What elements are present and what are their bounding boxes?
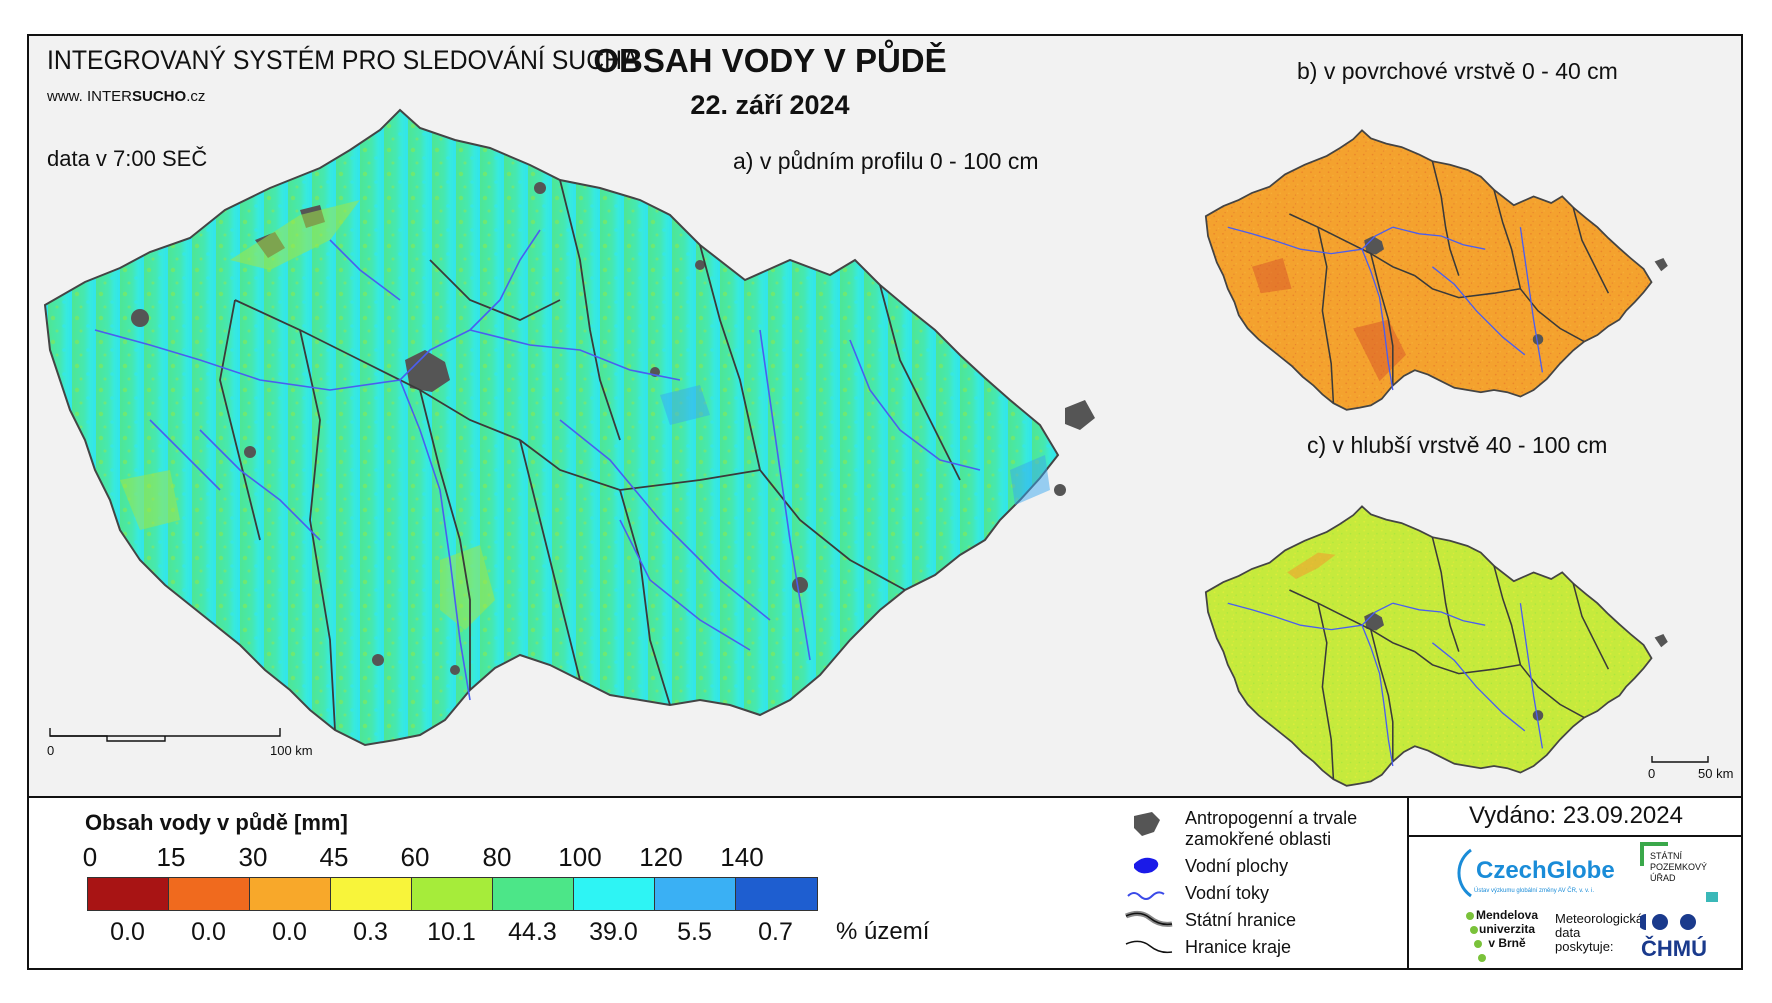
czechglobe-logo: [1457, 848, 1472, 898]
scale-small-start: 0: [1648, 766, 1656, 781]
legend-break: 45: [319, 842, 349, 872]
symbol-icons: [1125, 812, 1173, 954]
legend-percent: 0.0: [272, 918, 307, 946]
legend-swatch: [331, 878, 412, 910]
chmu-logo-icon: [1640, 914, 1696, 930]
legend-swatch: [574, 878, 655, 910]
legend-percent: 0.7: [758, 918, 793, 946]
maps-svg: [44, 109, 1709, 787]
symbol-state-border: Státní hranice: [1185, 910, 1297, 930]
river-icon: [1127, 891, 1165, 900]
legend-swatch: [169, 878, 250, 910]
data-time: data v 7:00 SEČ: [47, 146, 208, 171]
legend-break: 140: [720, 842, 764, 872]
divider-vertical: [1407, 796, 1409, 970]
legend-swatch: [493, 878, 574, 910]
water-body-icon: [1134, 857, 1159, 874]
czechglobe-subtitle: Ústav výzkumu globální změny AV ČR, v. v…: [1474, 888, 1595, 894]
legend-breaks: 0 15 30 45 60 80 100 120 140: [78, 842, 838, 872]
website-link[interactable]: www. INTERSUCHO.cz: [47, 88, 206, 105]
mendelu-logo: [1466, 912, 1486, 962]
scale-small-end: 50 km: [1698, 766, 1734, 781]
chmu-name: ČHMÚ: [1641, 936, 1707, 961]
main-date: 22. září 2024: [690, 90, 850, 120]
map-b: [1204, 129, 1668, 411]
issued-date: Vydáno: 23.09.2024: [1469, 802, 1683, 829]
legend-break: 120: [639, 842, 683, 872]
legend-break: 80: [482, 842, 512, 872]
urban-area-icon: [1134, 812, 1160, 836]
symbol-anthropogenic-2: zamokřené oblasti: [1185, 829, 1332, 849]
main-title: OBSAH VODY V PŮDĚ: [593, 42, 947, 79]
map-c: [1204, 505, 1668, 787]
region-border-icon: [1125, 940, 1173, 954]
spu-logo: [1640, 842, 1718, 902]
mendelu-text: Mendelova univerzita v Brně: [1476, 908, 1539, 950]
scale-bar-small: [1651, 756, 1709, 763]
legend-percent: 0.0: [110, 918, 145, 946]
percent-unit: % území: [836, 918, 930, 945]
scale-main-end: 100 km: [270, 743, 313, 758]
spu-text: STÁTNÍ POZEMKOVÝ ÚŘAD: [1650, 851, 1708, 883]
legend-swatch: [655, 878, 736, 910]
system-title: INTEGROVANÝ SYSTÉM PRO SLEDOVÁNÍ SUCHA: [47, 45, 639, 75]
map-a: [44, 109, 1095, 746]
czechglobe-name: CzechGlobe: [1476, 857, 1615, 884]
legend-percent: 0.3: [353, 918, 388, 946]
legend-break: 100: [558, 842, 602, 872]
meteo-data-text: Meteorologická data poskytuje:: [1555, 911, 1644, 954]
map-a-rivers: [94, 229, 981, 701]
legend-swatch: [736, 878, 817, 910]
symbol-water-bodies: Vodní plochy: [1185, 856, 1289, 876]
map-c-label: c) v hlubší vrstvě 40 - 100 cm: [1307, 432, 1608, 458]
legend-swatch: [250, 878, 331, 910]
legend-break: 0: [82, 842, 98, 872]
legend-break: 30: [238, 842, 268, 872]
symbol-anthropogenic-1: Antropogenní a trvale: [1185, 808, 1358, 828]
divider-horizontal: [1407, 835, 1743, 837]
legend-percent: 5.5: [677, 918, 712, 946]
symbol-region-border: Hranice kraje: [1185, 937, 1292, 957]
legend-title: Obsah vody v půdě [mm]: [85, 810, 348, 835]
legend-color-bar: [87, 877, 818, 911]
legend-break: 60: [400, 842, 430, 872]
map-a-region-borders: [219, 179, 961, 731]
legend-swatch: [412, 878, 493, 910]
scale-bar-main: [49, 728, 281, 742]
legend-percent: 39.0: [589, 918, 638, 946]
symbol-water-courses: Vodní toky: [1185, 883, 1270, 903]
state-border-icon: [1125, 910, 1173, 927]
map-b-label: b) v povrchové vrstvě 0 - 40 cm: [1297, 58, 1618, 84]
legend-percent: 44.3: [508, 918, 557, 946]
scale-main-start: 0: [47, 743, 55, 758]
map-a-label: a) v půdním profilu 0 - 100 cm: [733, 148, 1039, 174]
legend-percent: 10.1: [427, 918, 476, 946]
legend-percent: 0.0: [191, 918, 226, 946]
legend-break: 15: [156, 842, 186, 872]
legend-swatch: [88, 878, 169, 910]
